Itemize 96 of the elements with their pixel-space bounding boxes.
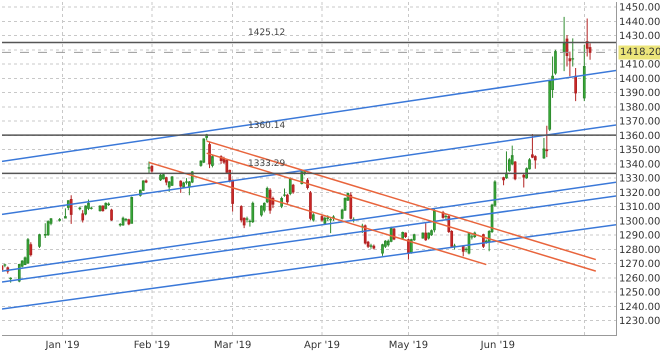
candlestick [104, 202, 108, 210]
candlestick [162, 173, 165, 180]
candlestick [98, 204, 102, 212]
candlestick [159, 173, 162, 182]
candlestick [329, 218, 332, 234]
x-tick-label: Apr '19 [304, 340, 340, 351]
candlestick [370, 243, 372, 250]
candlestick [424, 222, 428, 242]
candlestick [9, 276, 12, 284]
y-tick-label: 1300.00 [619, 216, 660, 228]
candlestick [453, 243, 456, 250]
candlestick [107, 202, 110, 206]
y-tick-label: 1440.00 [619, 16, 660, 28]
candlestick [283, 188, 286, 198]
candlestick [64, 208, 67, 219]
ref-line-label: 1360.14 [248, 121, 286, 131]
x-tick-label: Mar '19 [214, 340, 252, 351]
candlestick [179, 180, 182, 194]
candlestick [38, 233, 41, 249]
candlestick [444, 213, 448, 220]
candlestick [58, 218, 62, 222]
candlestick [29, 242, 32, 258]
candlestick [545, 125, 548, 158]
y-tick-label: 1360.00 [619, 130, 660, 142]
x-tick-label: Jun '19 [480, 340, 515, 351]
candlestick [574, 68, 577, 102]
candlestick [404, 232, 407, 239]
candlestick [268, 188, 272, 214]
candlestick [260, 204, 263, 218]
ref-line-label: 1425.12 [248, 28, 286, 38]
candlestick [286, 193, 289, 204]
candlestick [505, 150, 508, 180]
candlestick [150, 164, 154, 173]
candlestick [312, 212, 315, 222]
candlestick [202, 138, 206, 164]
candlestick [148, 160, 150, 174]
candlestick [251, 201, 254, 224]
candlestick [130, 196, 134, 224]
candlestick [127, 218, 130, 226]
y-tick-label: 1350.00 [619, 145, 660, 156]
y-tick-label: 1330.00 [619, 174, 660, 185]
candlestick [144, 179, 148, 184]
candlestick [44, 222, 47, 239]
y-tick-label: 1390.00 [619, 88, 660, 100]
candlestick [562, 16, 566, 72]
y-tick-label: 1230.00 [619, 316, 660, 328]
candlestick [309, 190, 312, 221]
candlestick [324, 216, 326, 225]
candlestick [70, 194, 73, 224]
candlestick [381, 243, 384, 256]
candlestick [26, 238, 30, 264]
candlestick [586, 18, 589, 57]
y-tick-label: 1340.00 [619, 159, 660, 170]
candlestick [468, 232, 470, 255]
candlestick [164, 176, 168, 186]
candlestick [571, 38, 574, 67]
y-tick-label: 1250.00 [619, 288, 660, 299]
candlestick [208, 142, 211, 169]
y-tick-label: 1320.00 [619, 188, 660, 199]
candlestick [462, 244, 465, 257]
y-tick-label: 1450.00 [619, 2, 660, 14]
candlestick [4, 263, 6, 268]
y-tick-label: 1270.00 [619, 259, 660, 270]
candlestick [81, 210, 84, 223]
y-tick-label: 1280.00 [619, 244, 660, 256]
x-tick-label: Feb '19 [134, 340, 170, 351]
candlestick [292, 183, 294, 194]
candlestick [87, 199, 90, 211]
y-tick-label: 1380.00 [619, 102, 660, 114]
candlestick [46, 220, 50, 236]
y-tick-label: 1400.00 [619, 74, 660, 85]
candlestick [78, 206, 82, 211]
candlestick [522, 173, 526, 188]
candlestick [582, 44, 586, 102]
y-tick-label: 1370.00 [619, 116, 660, 128]
candlestick [502, 176, 505, 186]
candlestick [320, 214, 324, 222]
y-tick-label: 1260.00 [619, 273, 660, 284]
candlestick [427, 232, 430, 240]
y-tick-label: 1430.00 [619, 31, 660, 42]
candlestick [542, 138, 546, 160]
candlestick [102, 204, 104, 212]
y-tick-label: 1290.00 [619, 230, 660, 242]
x-tick-label: May '19 [388, 340, 428, 351]
candlestick [211, 154, 214, 168]
x-tick-label: Jan '19 [44, 340, 80, 351]
candlestick [422, 232, 424, 240]
candlestick [110, 208, 113, 222]
y-tick-label: 1310.00 [619, 202, 660, 214]
candlestick [168, 180, 171, 192]
y-tick-label: 1240.00 [619, 302, 660, 313]
candlestick [372, 244, 376, 250]
y-tick-label: 1410.00 [619, 60, 660, 71]
candlestick [122, 216, 124, 226]
candlestick [124, 218, 128, 222]
candlestick [246, 216, 248, 223]
